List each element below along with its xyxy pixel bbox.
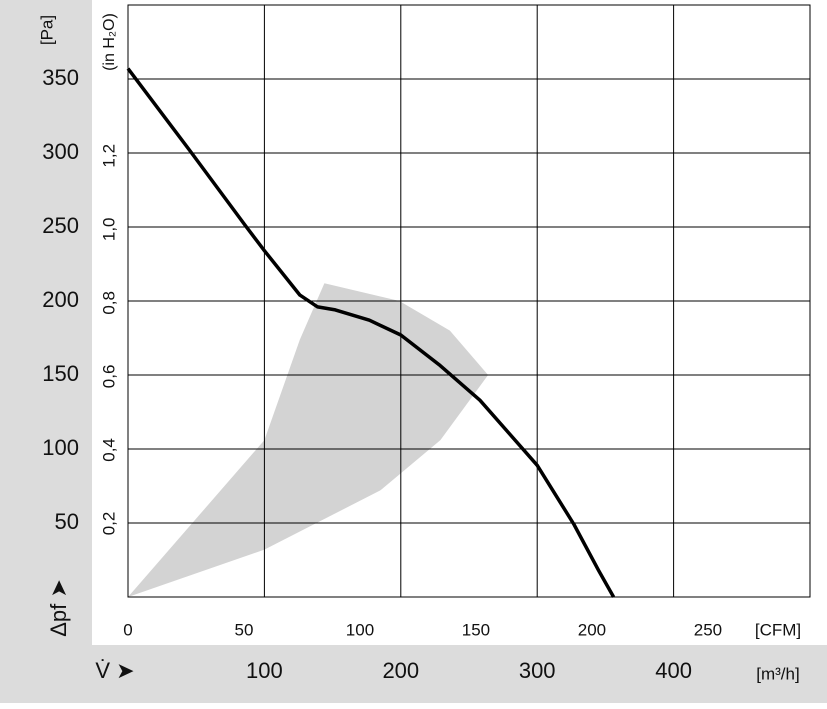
y-axis-symbol: Δpf ➤ <box>46 579 71 637</box>
x2-tick-label: 0 <box>123 620 132 639</box>
x-axis-symbol: V̇ ➤ <box>95 658 134 683</box>
y-unit-label: [Pa] <box>37 15 56 45</box>
x-tick-label: 400 <box>655 658 692 683</box>
y2-unit-label: (in H₂O) <box>101 13 118 71</box>
x2-tick-label: 150 <box>462 620 490 639</box>
y-tick-label: 250 <box>42 213 79 238</box>
x-tick-label: 300 <box>519 658 556 683</box>
x-unit-label: [m³/h] <box>756 664 799 683</box>
y-tick-label: 150 <box>42 361 79 386</box>
y-tick-label: 300 <box>42 139 79 164</box>
x-axis-band <box>0 645 827 703</box>
y2-tick-label: 0,2 <box>99 512 118 536</box>
y-tick-label: 200 <box>42 287 79 312</box>
plot-frame <box>127 4 811 598</box>
x2-tick-label: 250 <box>694 620 722 639</box>
x2-tick-label: 50 <box>235 620 254 639</box>
y-axis-band <box>0 0 92 645</box>
x-tick-label: 100 <box>246 658 283 683</box>
x2-unit-label: [CFM] <box>755 620 801 639</box>
x-tick-label: 200 <box>382 658 419 683</box>
x2-tick-label: 200 <box>578 620 606 639</box>
operating-range <box>128 283 489 597</box>
y2-tick-label: 0,6 <box>99 365 118 389</box>
y-tick-label: 100 <box>42 435 79 460</box>
plot-area <box>126 4 811 598</box>
y-tick-label: 350 <box>42 65 79 90</box>
y2-tick-label: 1,0 <box>99 217 118 241</box>
y-tick-label: 50 <box>55 509 79 534</box>
y2-tick-label: 1,2 <box>99 144 118 168</box>
y2-tick-label: 0,4 <box>99 438 118 462</box>
x2-tick-label: 100 <box>346 620 374 639</box>
y2-tick-label: 0,8 <box>99 291 118 315</box>
performance-curve <box>126 67 616 598</box>
